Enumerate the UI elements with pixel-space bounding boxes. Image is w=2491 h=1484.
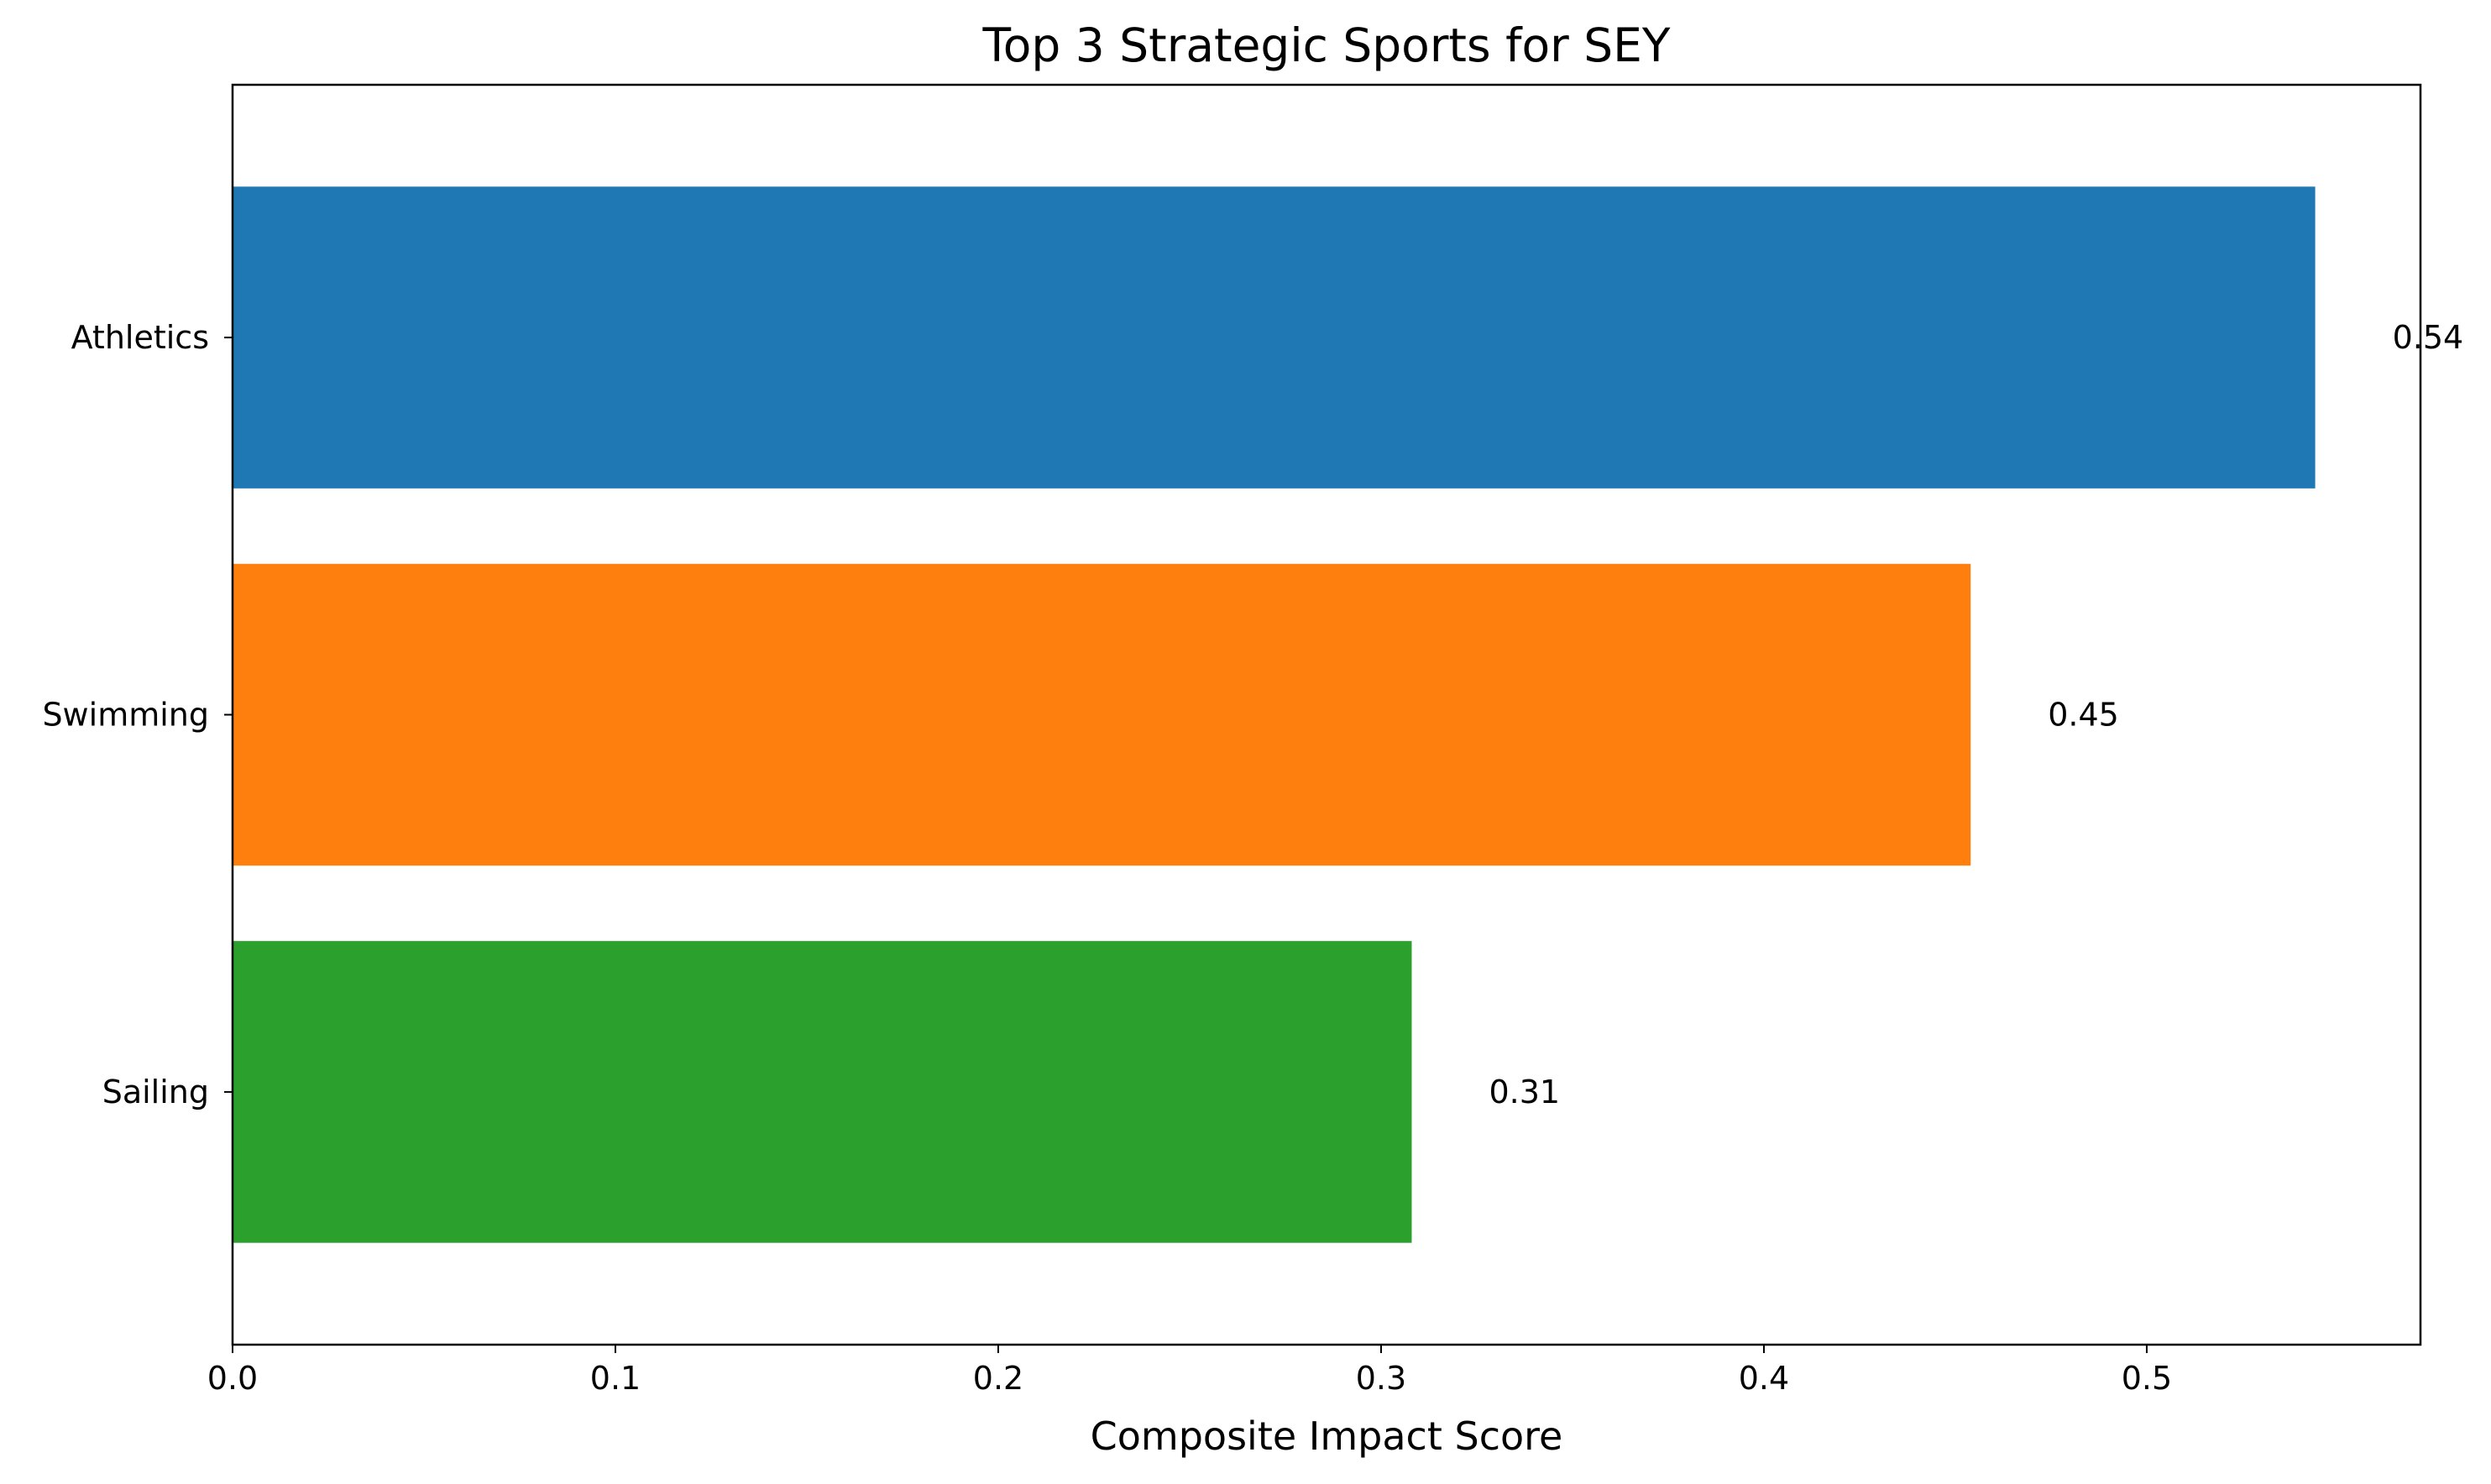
x-tick-label: 0.0	[207, 1360, 258, 1397]
value-label-swimming: 0.45	[2048, 697, 2119, 734]
x-axis-title: Composite Impact Score	[1091, 1413, 1563, 1459]
plot-frame	[231, 83, 2422, 1346]
value-label-sailing: 0.31	[1489, 1074, 1560, 1110]
x-tick-label: 0.2	[973, 1360, 1023, 1397]
y-tick-label-swimming: Swimming	[42, 697, 209, 734]
bar-athletics	[233, 186, 2316, 489]
y-tick-label-athletics: Athletics	[71, 319, 209, 356]
y-tick-label-sailing: Sailing	[102, 1074, 209, 1110]
bar-sailing	[233, 941, 1412, 1243]
plot-area: 0.54 Athletics 0.45 Swimming 0.31 Sailing 0.0 0…	[42, 83, 2464, 1397]
x-tick-label: 0.1	[590, 1360, 641, 1397]
value-label-athletics: 0.54	[2393, 319, 2464, 356]
x-tick-label: 0.4	[1739, 1360, 1789, 1397]
x-tick-label: 0.5	[2122, 1360, 2172, 1397]
chart-title: Top 3 Strategic Sports for SEY	[981, 18, 1670, 72]
x-tick-label: 0.3	[1356, 1360, 1406, 1397]
bar-swimming	[233, 563, 1971, 866]
